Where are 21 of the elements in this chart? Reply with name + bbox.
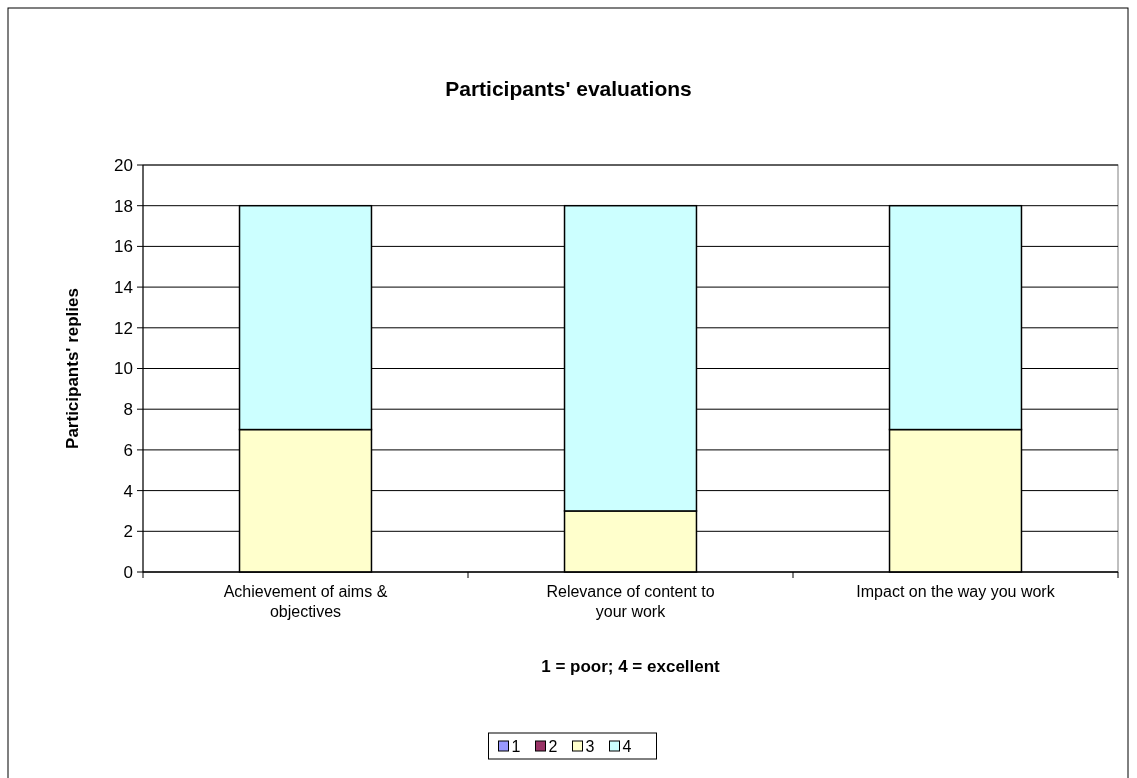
y-tick-label: 14 bbox=[114, 278, 133, 298]
legend-label: 4 bbox=[622, 738, 632, 755]
y-tick-label: 6 bbox=[123, 440, 133, 460]
y-tick-label: 10 bbox=[114, 359, 133, 379]
legend-label: 3 bbox=[585, 738, 595, 755]
x-tick-label: Relevance of content to your work bbox=[546, 583, 715, 620]
legend-label: 1 bbox=[511, 738, 521, 755]
y-tick-label: 2 bbox=[123, 522, 133, 542]
y-tick-label: 20 bbox=[114, 155, 133, 175]
x-tick-label: Impact on the way you work bbox=[856, 583, 1056, 600]
y-tick-label: 8 bbox=[123, 400, 133, 420]
y-axis-title: Participants' replies bbox=[63, 288, 82, 449]
y-tick-label: 18 bbox=[114, 196, 133, 216]
legend-label: 2 bbox=[548, 738, 558, 755]
y-tick-label: 4 bbox=[123, 481, 133, 501]
y-tick-label: 0 bbox=[123, 562, 133, 582]
y-tick-label: 16 bbox=[114, 237, 133, 257]
x-tick-label: Achievement of aims & objectives bbox=[223, 583, 388, 620]
chart-title: Participants' evaluations bbox=[445, 77, 692, 100]
y-tick-label: 12 bbox=[114, 318, 133, 338]
x-axis-title: 1 = poor; 4 = excellent bbox=[541, 657, 721, 676]
